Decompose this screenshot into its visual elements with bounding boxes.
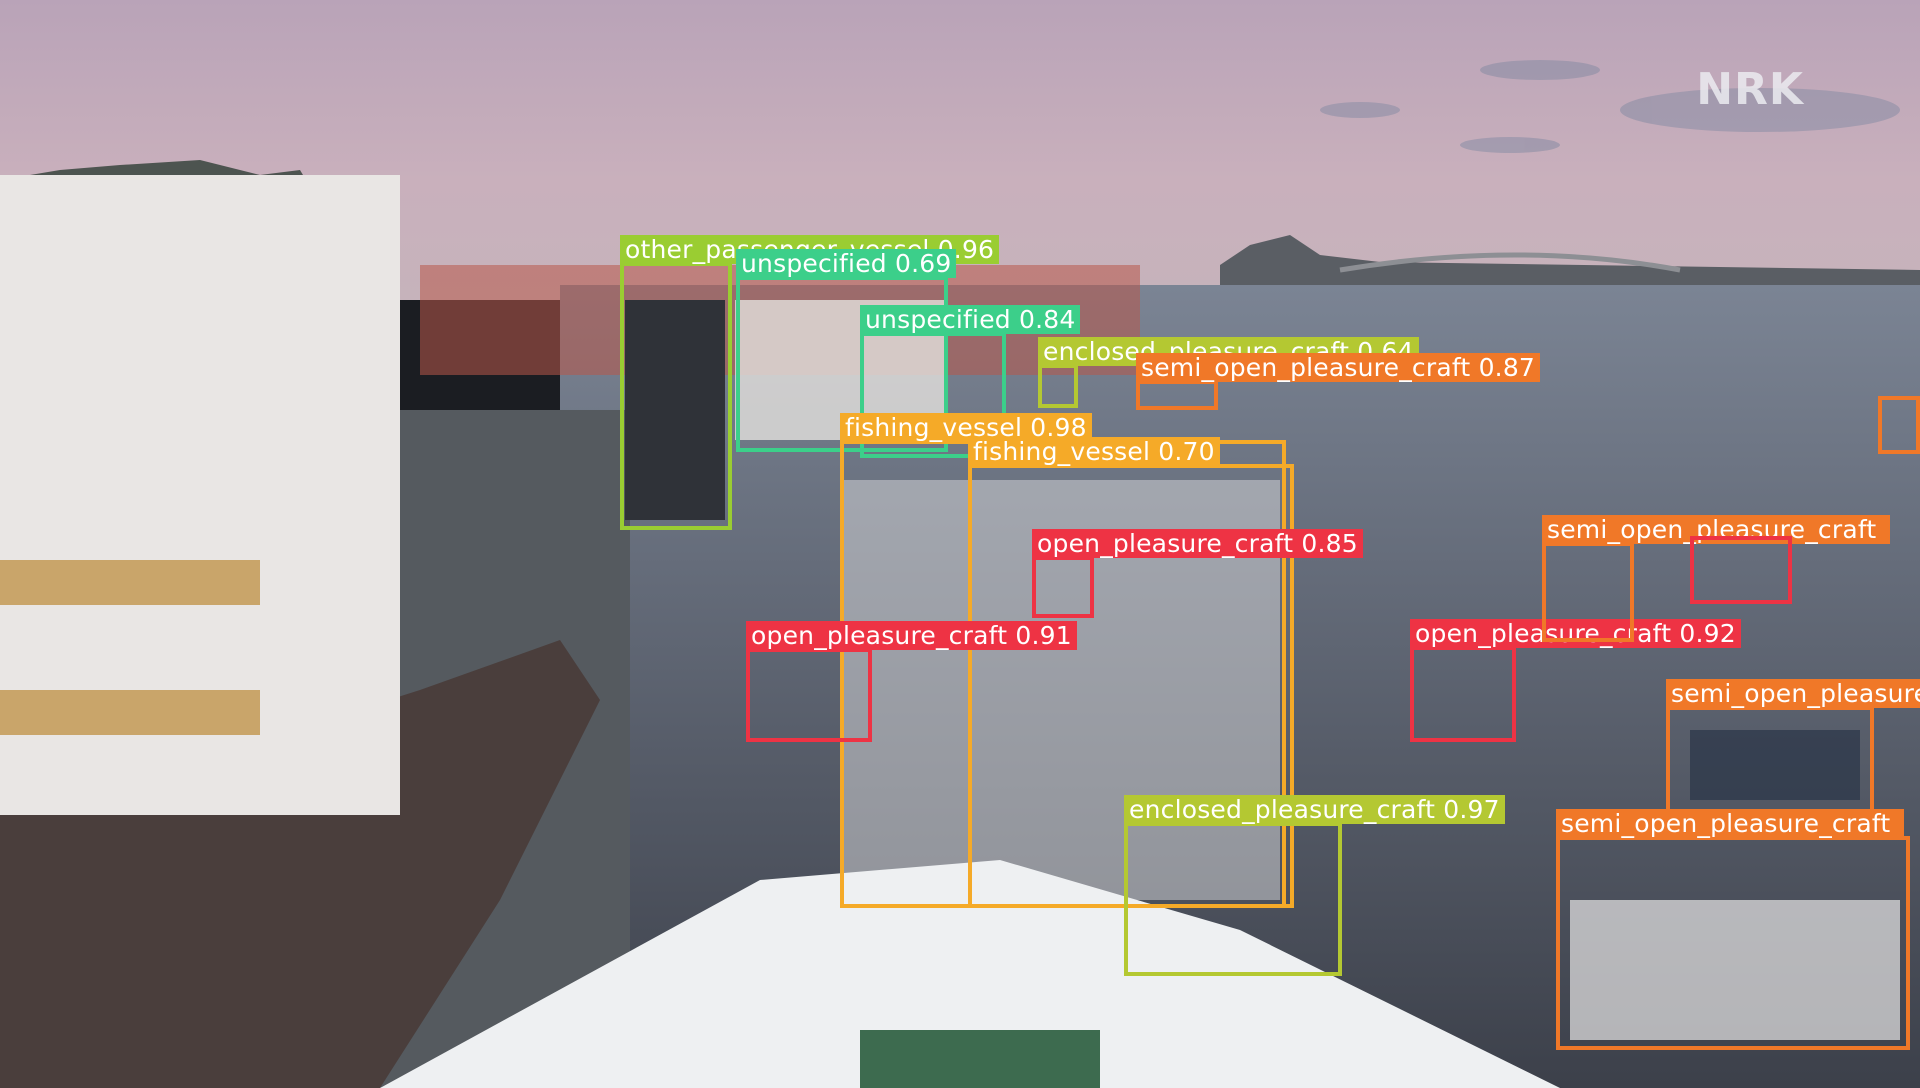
- detection-box: enclosed_pleasure_craft 0.97: [1124, 795, 1505, 976]
- detection-class: unspecified: [741, 249, 887, 278]
- detection-box: unspecified 0.69: [736, 249, 957, 452]
- detection-score: 0.70: [1158, 437, 1215, 466]
- detection-label: open_pleasure_craft 0.91: [746, 621, 1077, 650]
- detection-box: open_pleasure_craft 0.85: [1032, 529, 1363, 618]
- detection-score: 0.84: [1019, 305, 1076, 334]
- crowd: [0, 640, 600, 1088]
- detection-box: other_passenger_vessel 0.96: [620, 235, 1000, 530]
- detection-label: unspecified 0.84: [860, 305, 1081, 334]
- detection-score: 0.91: [1015, 621, 1072, 650]
- detection-box: semi_open_pleasure_craft: [1542, 515, 1890, 642]
- boat-right-upper: [1690, 730, 1860, 800]
- detection-class: unspecified: [865, 305, 1011, 334]
- boat-right: [1570, 900, 1900, 1040]
- distant-island: [1220, 235, 1920, 300]
- bridge: [1339, 252, 1681, 273]
- detection-box: unspecified 0.84: [860, 305, 1081, 458]
- nrk-logo: NRK: [1696, 64, 1804, 115]
- detection-label: semi_open_pleasure_craft 0.87: [1136, 353, 1541, 382]
- detection-box: enclosed_pleasure_craft 0.64: [1038, 337, 1419, 408]
- detection-class: semi_open_pleasure_craft: [1561, 809, 1891, 838]
- detection-label: enclosed_pleasure_craft 0.97: [1124, 795, 1505, 824]
- detection-score: 0.69: [895, 249, 952, 278]
- detection-box: fishing_vessel 0.70: [968, 437, 1294, 908]
- detection-box: [1690, 536, 1792, 604]
- detection-label: fishing_vessel 0.70: [968, 437, 1220, 466]
- detection-class: open_pleasure_craft: [1037, 529, 1294, 558]
- detection-label: semi_open_pleasure_craft: [1666, 679, 1920, 708]
- detection-score: 0.97: [1443, 795, 1500, 824]
- hotel-facade-band-2: [0, 690, 260, 735]
- bow-deck-green: [860, 1030, 1100, 1088]
- detection-class: fishing_vessel: [973, 437, 1151, 466]
- detection-label: unspecified 0.69: [736, 249, 957, 278]
- detection-box: semi_open_pleasure_craft 0.87: [1136, 353, 1541, 410]
- detection-class: open_pleasure_craft: [751, 621, 1008, 650]
- detection-score: 0.85: [1301, 529, 1358, 558]
- bow-deck: [380, 860, 1560, 1088]
- detection-box: semi_open_pleasure_craft: [1556, 809, 1910, 1050]
- detection-score: 0.92: [1679, 619, 1736, 648]
- detection-label: open_pleasure_craft 0.85: [1032, 529, 1363, 558]
- detection-score: 0.87: [1478, 353, 1536, 382]
- detection-class: enclosed_pleasure_craft: [1129, 795, 1436, 824]
- detection-class: semi_open_pleasure_craft: [1141, 353, 1471, 382]
- hotel-facade-band: [0, 560, 260, 605]
- detection-box: semi_open_pleasure_craft: [1666, 679, 1920, 814]
- passenger-ship: [625, 300, 725, 520]
- detection-class: semi_open_pleasure_craft: [1671, 679, 1920, 708]
- detection-label: semi_open_pleasure_craft: [1556, 809, 1904, 838]
- detection-box: open_pleasure_craft 0.91: [746, 621, 1077, 742]
- detection-box: open_pleasure_craft 0.92: [1410, 619, 1741, 742]
- clouds: [1320, 60, 1900, 153]
- detection-box: [1878, 396, 1920, 454]
